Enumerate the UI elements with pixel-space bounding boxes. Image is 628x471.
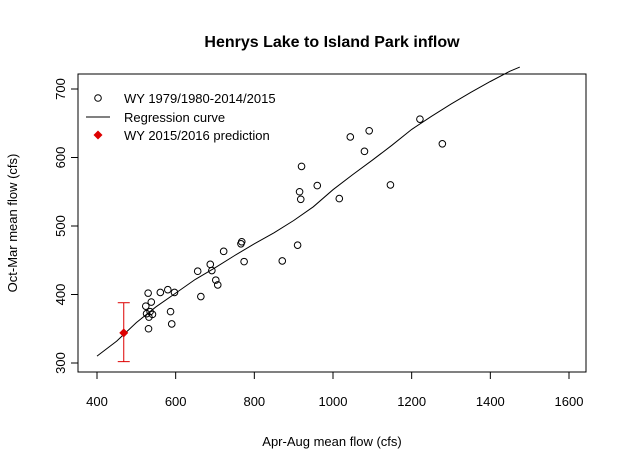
y-tick-label: 600 bbox=[53, 147, 68, 169]
data-point bbox=[206, 260, 215, 269]
data-point bbox=[360, 147, 369, 156]
data-point bbox=[365, 126, 373, 135]
data-point bbox=[438, 140, 447, 148]
x-axis-label: Apr-Aug mean flow (cfs) bbox=[262, 434, 401, 449]
data-point bbox=[211, 276, 220, 284]
data-point bbox=[141, 302, 150, 310]
data-point bbox=[293, 241, 302, 249]
chart-title: Henrys Lake to Island Park inflow bbox=[204, 34, 460, 51]
data-point bbox=[416, 115, 424, 123]
x-tick-label: 400 bbox=[86, 394, 108, 409]
legend-observed-label: WY 1979/1980-2014/2015 bbox=[124, 91, 276, 106]
regression-curve-layer bbox=[96, 66, 520, 357]
data-point bbox=[147, 298, 156, 306]
x-tick-label: 1400 bbox=[476, 394, 505, 409]
data-point bbox=[144, 324, 153, 333]
x-tick-label: 800 bbox=[243, 394, 265, 409]
y-tick-label: 300 bbox=[53, 352, 68, 374]
plot-frame bbox=[77, 73, 587, 373]
legend: WY 1979/1980-2014/2015 Regression curve … bbox=[86, 91, 276, 143]
data-point bbox=[208, 266, 216, 275]
data-point bbox=[313, 181, 322, 190]
data-point bbox=[167, 320, 176, 328]
data-point bbox=[164, 285, 172, 294]
y-axis: 300 400 500 600 700 bbox=[53, 78, 78, 374]
x-tick-label: 1000 bbox=[319, 394, 348, 409]
x-tick-label: 1200 bbox=[397, 394, 426, 409]
observed-points-layer bbox=[141, 115, 447, 333]
prediction-layer bbox=[117, 302, 130, 363]
x-tick-label: 1600 bbox=[555, 394, 584, 409]
data-point bbox=[240, 257, 248, 266]
data-point bbox=[193, 267, 202, 276]
y-tick-label: 500 bbox=[53, 215, 68, 237]
legend-open-circle-icon bbox=[94, 94, 102, 102]
data-point bbox=[156, 288, 165, 297]
legend-prediction-label: WY 2015/2016 prediction bbox=[124, 128, 270, 143]
data-point bbox=[346, 133, 355, 141]
data-point bbox=[335, 194, 344, 203]
data-point bbox=[197, 292, 205, 301]
y-tick-label: 400 bbox=[53, 284, 68, 306]
data-point bbox=[170, 288, 179, 297]
y-tick-label: 700 bbox=[53, 78, 68, 100]
data-point bbox=[295, 187, 304, 196]
legend-diamond-icon bbox=[93, 130, 103, 140]
data-point bbox=[219, 247, 228, 256]
regression-curve-line bbox=[96, 66, 520, 357]
data-point bbox=[166, 307, 175, 316]
legend-regression-label: Regression curve bbox=[124, 110, 225, 125]
data-point bbox=[237, 237, 246, 246]
data-point bbox=[297, 162, 306, 171]
data-point bbox=[296, 195, 305, 204]
data-point bbox=[148, 310, 157, 319]
prediction-point bbox=[119, 328, 129, 338]
data-point bbox=[144, 289, 152, 297]
x-axis: 400 600 800 1000 1200 1400 1600 bbox=[86, 372, 583, 409]
data-point bbox=[386, 181, 395, 189]
data-point bbox=[213, 281, 222, 289]
x-tick-label: 600 bbox=[165, 394, 187, 409]
y-axis-label: Oct-Mar mean flow (cfs) bbox=[5, 154, 20, 293]
data-point bbox=[278, 257, 287, 265]
